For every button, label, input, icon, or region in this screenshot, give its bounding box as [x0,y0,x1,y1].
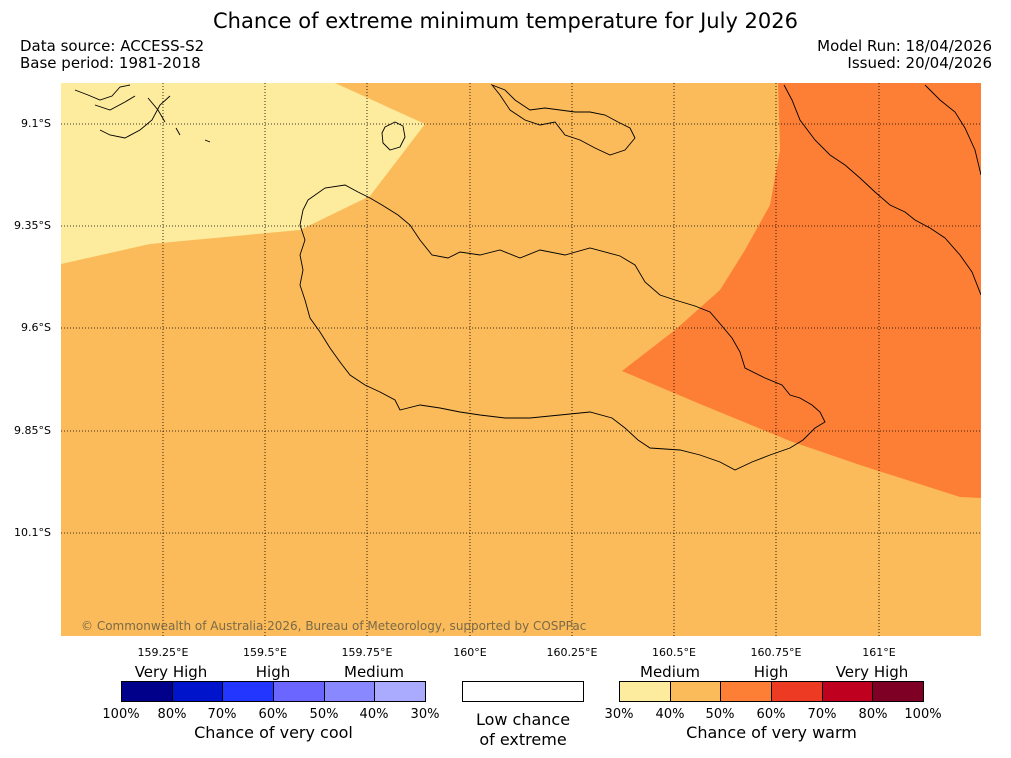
legend-cool-caption: Chance of very cool [194,723,353,742]
legend-warm-caption: Chance of very warm [686,723,857,742]
data-source: Data source: ACCESS-S2 [20,37,205,55]
legend-cool-percent: 40% [359,707,389,722]
base-period: Base period: 1981-2018 [20,54,201,72]
legend-warm-percent: 60% [756,707,786,722]
legend-swatch [670,682,722,701]
legend-warm-percent: 40% [655,707,685,722]
legend-swatch [721,682,773,701]
coastlines [74,83,981,471]
lon-label: 161°E [862,646,896,659]
lon-label: 160°E [453,646,487,659]
model-run: Model Run: 18/04/2026 [817,37,992,55]
issued-date: Issued: 20/04/2026 [847,54,992,72]
legend-cool-colorbar [121,681,426,702]
graticule [61,83,981,636]
legend-cool-percent: 80% [157,707,187,722]
map-title: Chance of extreme minimum temperature fo… [212,9,798,33]
lon-label: 160.25°E [546,646,598,659]
coastline-main-island [299,184,826,471]
legend-cool-percent: 60% [258,707,288,722]
legend-swatch [375,682,426,701]
coastline-island-north [490,83,636,156]
lat-label: 9.35°S [14,219,51,232]
run-info: Model Run: 18/04/2026 Issued: 20/04/2026 [817,38,992,72]
lon-label: 159.5°E [243,646,287,659]
coastline-island-east [783,84,981,296]
legend-neutral-swatch [462,681,584,702]
legend-neutral-caption-line: of extreme [479,730,567,749]
legend-warm-percent: 80% [858,707,888,722]
legend-cool-percent: 100% [102,707,140,722]
zone-high-warm [622,83,981,498]
legend-cool-category: Medium [344,663,404,681]
coastline-islet [381,121,406,151]
legend-cool-percent: 70% [207,707,237,722]
lat-label: 9.1°S [21,117,51,130]
data-source-info: Data source: ACCESS-S2 Base period: 1981… [20,38,204,72]
legend-cool-category: High [255,663,291,681]
lat-label: 9.6°S [21,321,51,334]
legend-swatch [274,682,325,701]
legend-warm-colorbar [619,681,924,702]
legend-cool-percent: 30% [410,707,440,722]
legend-warm-category: Very High [835,663,909,681]
lon-label: 159.75°E [341,646,393,659]
legend-cool-category: Very High [134,663,208,681]
legend-swatch [172,682,224,701]
legend-swatch [873,682,924,701]
legend-warm-category: Medium [640,663,700,681]
legend-neutral-caption: Low chance of extreme [448,710,598,750]
lat-label: 9.85°S [14,424,51,437]
legend-swatch [223,682,275,701]
coastline-island-northwest [74,84,211,143]
legend-warm-category: High [753,663,789,681]
legend-cool-percent: 50% [309,707,339,722]
lat-label: 10.1°S [14,526,51,539]
legend-warm-percent: 100% [904,707,942,722]
lon-label: 160.5°E [652,646,696,659]
legend-warm-percent: 70% [807,707,837,722]
legend-swatch [324,682,376,701]
legend-warm-percent: 50% [705,707,735,722]
legend-swatch [620,682,671,701]
coastline-island-east-outer [924,84,981,176]
zone-low-medium-warm [61,83,425,264]
legend-neutral-caption-line: Low chance [475,710,571,729]
legend-swatch [822,682,874,701]
copyright-notice: © Commonwealth of Australia 2026, Bureau… [81,619,587,633]
lon-label: 160.75°E [750,646,802,659]
lon-label: 159.25°E [137,646,189,659]
legend-swatch [772,682,823,701]
legend-swatch [122,682,173,701]
legend-warm-percent: 30% [604,707,634,722]
